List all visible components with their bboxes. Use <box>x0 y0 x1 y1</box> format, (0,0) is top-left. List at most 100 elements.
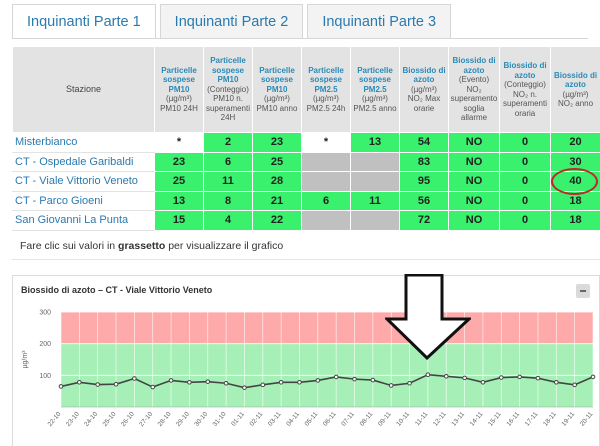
table-cell[interactable]: 13 <box>350 132 400 153</box>
column-unit: (µg/m³) <box>313 94 339 104</box>
table-cell <box>350 151 400 172</box>
table-cell[interactable]: 72 <box>399 210 449 231</box>
station-name[interactable]: Misterbianco <box>12 132 155 153</box>
table-cell: 0 <box>499 210 551 231</box>
table-cell[interactable]: 56 <box>399 190 449 211</box>
table-cell[interactable]: 11 <box>350 190 400 211</box>
table-cell: NO <box>448 151 500 172</box>
data-point <box>150 384 156 390</box>
station-name[interactable]: CT - Parco Gioeni <box>12 190 155 211</box>
table-cell[interactable]: 21 <box>252 190 302 211</box>
data-point <box>95 382 100 387</box>
x-tick-label: 22-10 <box>46 410 62 428</box>
table-cell[interactable]: 22 <box>252 210 302 231</box>
data-point <box>297 380 302 385</box>
table-cell <box>301 171 351 192</box>
x-tick-label: 26-10 <box>120 410 136 428</box>
table-cell: 0 <box>499 151 551 172</box>
column-title: Particelle sospese PM10 <box>259 65 295 94</box>
table-cell: NO <box>448 210 500 231</box>
tab-inquinanti-parte-3[interactable]: Inquinanti Parte 3 <box>307 4 452 38</box>
column-header-8: Biossido di azoto (Conteggio) NO₂ n. super… <box>499 46 551 133</box>
tab-inquinanti-parte-1[interactable]: Inquinanti Parte 1 <box>12 4 156 38</box>
y-tick-label: 200 <box>39 341 51 348</box>
table-cell[interactable]: 6 <box>301 190 351 211</box>
data-point <box>113 381 119 387</box>
table-cell[interactable]: 13 <box>154 190 204 211</box>
table-cell: 4 <box>203 210 253 231</box>
column-header-9: Biossido di azoto (µg/m³) NO₂ anno <box>550 46 600 133</box>
tab-inquinanti-parte-2[interactable]: Inquinanti Parte 2 <box>159 4 304 38</box>
data-point <box>333 374 339 380</box>
station-name[interactable]: CT - Ospedale Garibaldi <box>12 151 155 172</box>
x-tick-label: 17-11 <box>524 411 540 428</box>
chart-panel: Biossido di azoto – CT - Viale Vittorio … <box>12 275 600 446</box>
data-point <box>572 382 577 388</box>
column-unit: (Evento) <box>458 75 490 85</box>
column-unit: (µg/m³) <box>562 89 589 99</box>
column-desc: PM10 n. superamenti 24H <box>205 94 251 123</box>
table-cell[interactable]: 15 <box>154 210 204 231</box>
x-tick-label: 08-11 <box>359 411 375 428</box>
table-cell <box>350 171 400 192</box>
tab-bar: Inquinanti Parte 1 Inquinanti Parte 2 In… <box>12 4 455 38</box>
table-cell[interactable]: 30 <box>550 151 600 172</box>
table-cell[interactable]: 28 <box>252 171 302 192</box>
x-tick-label: 04-11 <box>285 411 301 428</box>
column-desc: NO₂ n. superamenti oraria <box>502 89 548 118</box>
table-cell[interactable]: 18 <box>550 210 600 231</box>
x-tick-label: 06-11 <box>322 411 338 428</box>
station-name[interactable]: CT - Viale Vittorio Veneto <box>12 171 155 192</box>
column-unit: (µg/m³) <box>166 94 192 104</box>
chart-hint: Fare clic sui valori in grassetto per vi… <box>12 232 600 260</box>
x-tick-label: 28-10 <box>157 410 173 428</box>
column-desc: NO₂ anno <box>557 99 594 108</box>
column-header-2: Particelle sospese PM10 (Conteggio) PM10 n… <box>203 46 253 133</box>
table-cell: 0 <box>499 190 551 211</box>
table-row: CT - Parco Gioeni 13 8 21 6 11 56 NO 0 18 <box>12 190 600 211</box>
table-cell[interactable]: 54 <box>399 132 449 153</box>
column-header-3: Particelle sospese PM10 (µg/m³) PM10 anno <box>252 46 302 133</box>
column-header-7: Biossido di azoto (Evento) NO₂ superamento… <box>448 46 500 133</box>
data-point <box>205 379 211 384</box>
highlight-circle <box>551 168 598 195</box>
column-unit: (µg/m³) <box>362 94 388 104</box>
column-header-5: Particelle sospese PM2.5 (µg/m³) PM2.5 ann… <box>350 46 400 133</box>
minus-icon[interactable] <box>576 284 590 298</box>
column-header-station: Stazione <box>12 46 155 133</box>
data-point <box>590 374 596 380</box>
table-cell <box>350 210 400 231</box>
table-cell[interactable]: 18 <box>550 190 600 211</box>
table-cell[interactable]: 25 <box>154 171 204 192</box>
x-tick-label: 02-11 <box>249 411 265 428</box>
data-point <box>77 380 82 385</box>
data-point <box>535 375 541 381</box>
station-name[interactable]: San Giovanni La Punta <box>12 210 155 231</box>
data-point <box>278 380 284 385</box>
data-point <box>407 380 412 386</box>
table-row: CT - Ospedale Garibaldi 23 6 25 83 NO 0 30 <box>12 151 600 172</box>
data-point <box>223 380 229 386</box>
table-cell: NO <box>448 132 500 153</box>
table-cell: 11 <box>203 171 253 192</box>
column-title: Biossido di azoto <box>503 61 547 80</box>
column-unit: (µg/m³) <box>264 94 290 104</box>
plot-band-1 <box>61 312 593 344</box>
table-cell[interactable]: 95 <box>399 171 449 192</box>
x-tick-label: 09-11 <box>377 411 393 428</box>
table-cell <box>301 151 351 172</box>
table-cell: NO <box>448 190 500 211</box>
x-tick-label: 18-11 <box>542 411 558 428</box>
table-body: Misterbianco * 2 23 * 13 54 NO 0 20 CT - Ospedale … <box>12 132 600 231</box>
x-tick-label: 03-11 <box>267 411 283 428</box>
table-row: Misterbianco * 2 23 * 13 54 NO 0 20 <box>12 132 600 153</box>
table-cell: 0 <box>499 132 551 153</box>
table-cell[interactable]: 23 <box>252 132 302 153</box>
table-cell[interactable]: 25 <box>252 151 302 172</box>
table-cell[interactable]: 23 <box>154 151 204 172</box>
column-title: Biossido di azoto <box>452 56 496 75</box>
table-cell[interactable]: 20 <box>550 132 600 153</box>
y-tick-label: 100 <box>39 373 51 380</box>
table-cell[interactable]: 83 <box>399 151 449 172</box>
